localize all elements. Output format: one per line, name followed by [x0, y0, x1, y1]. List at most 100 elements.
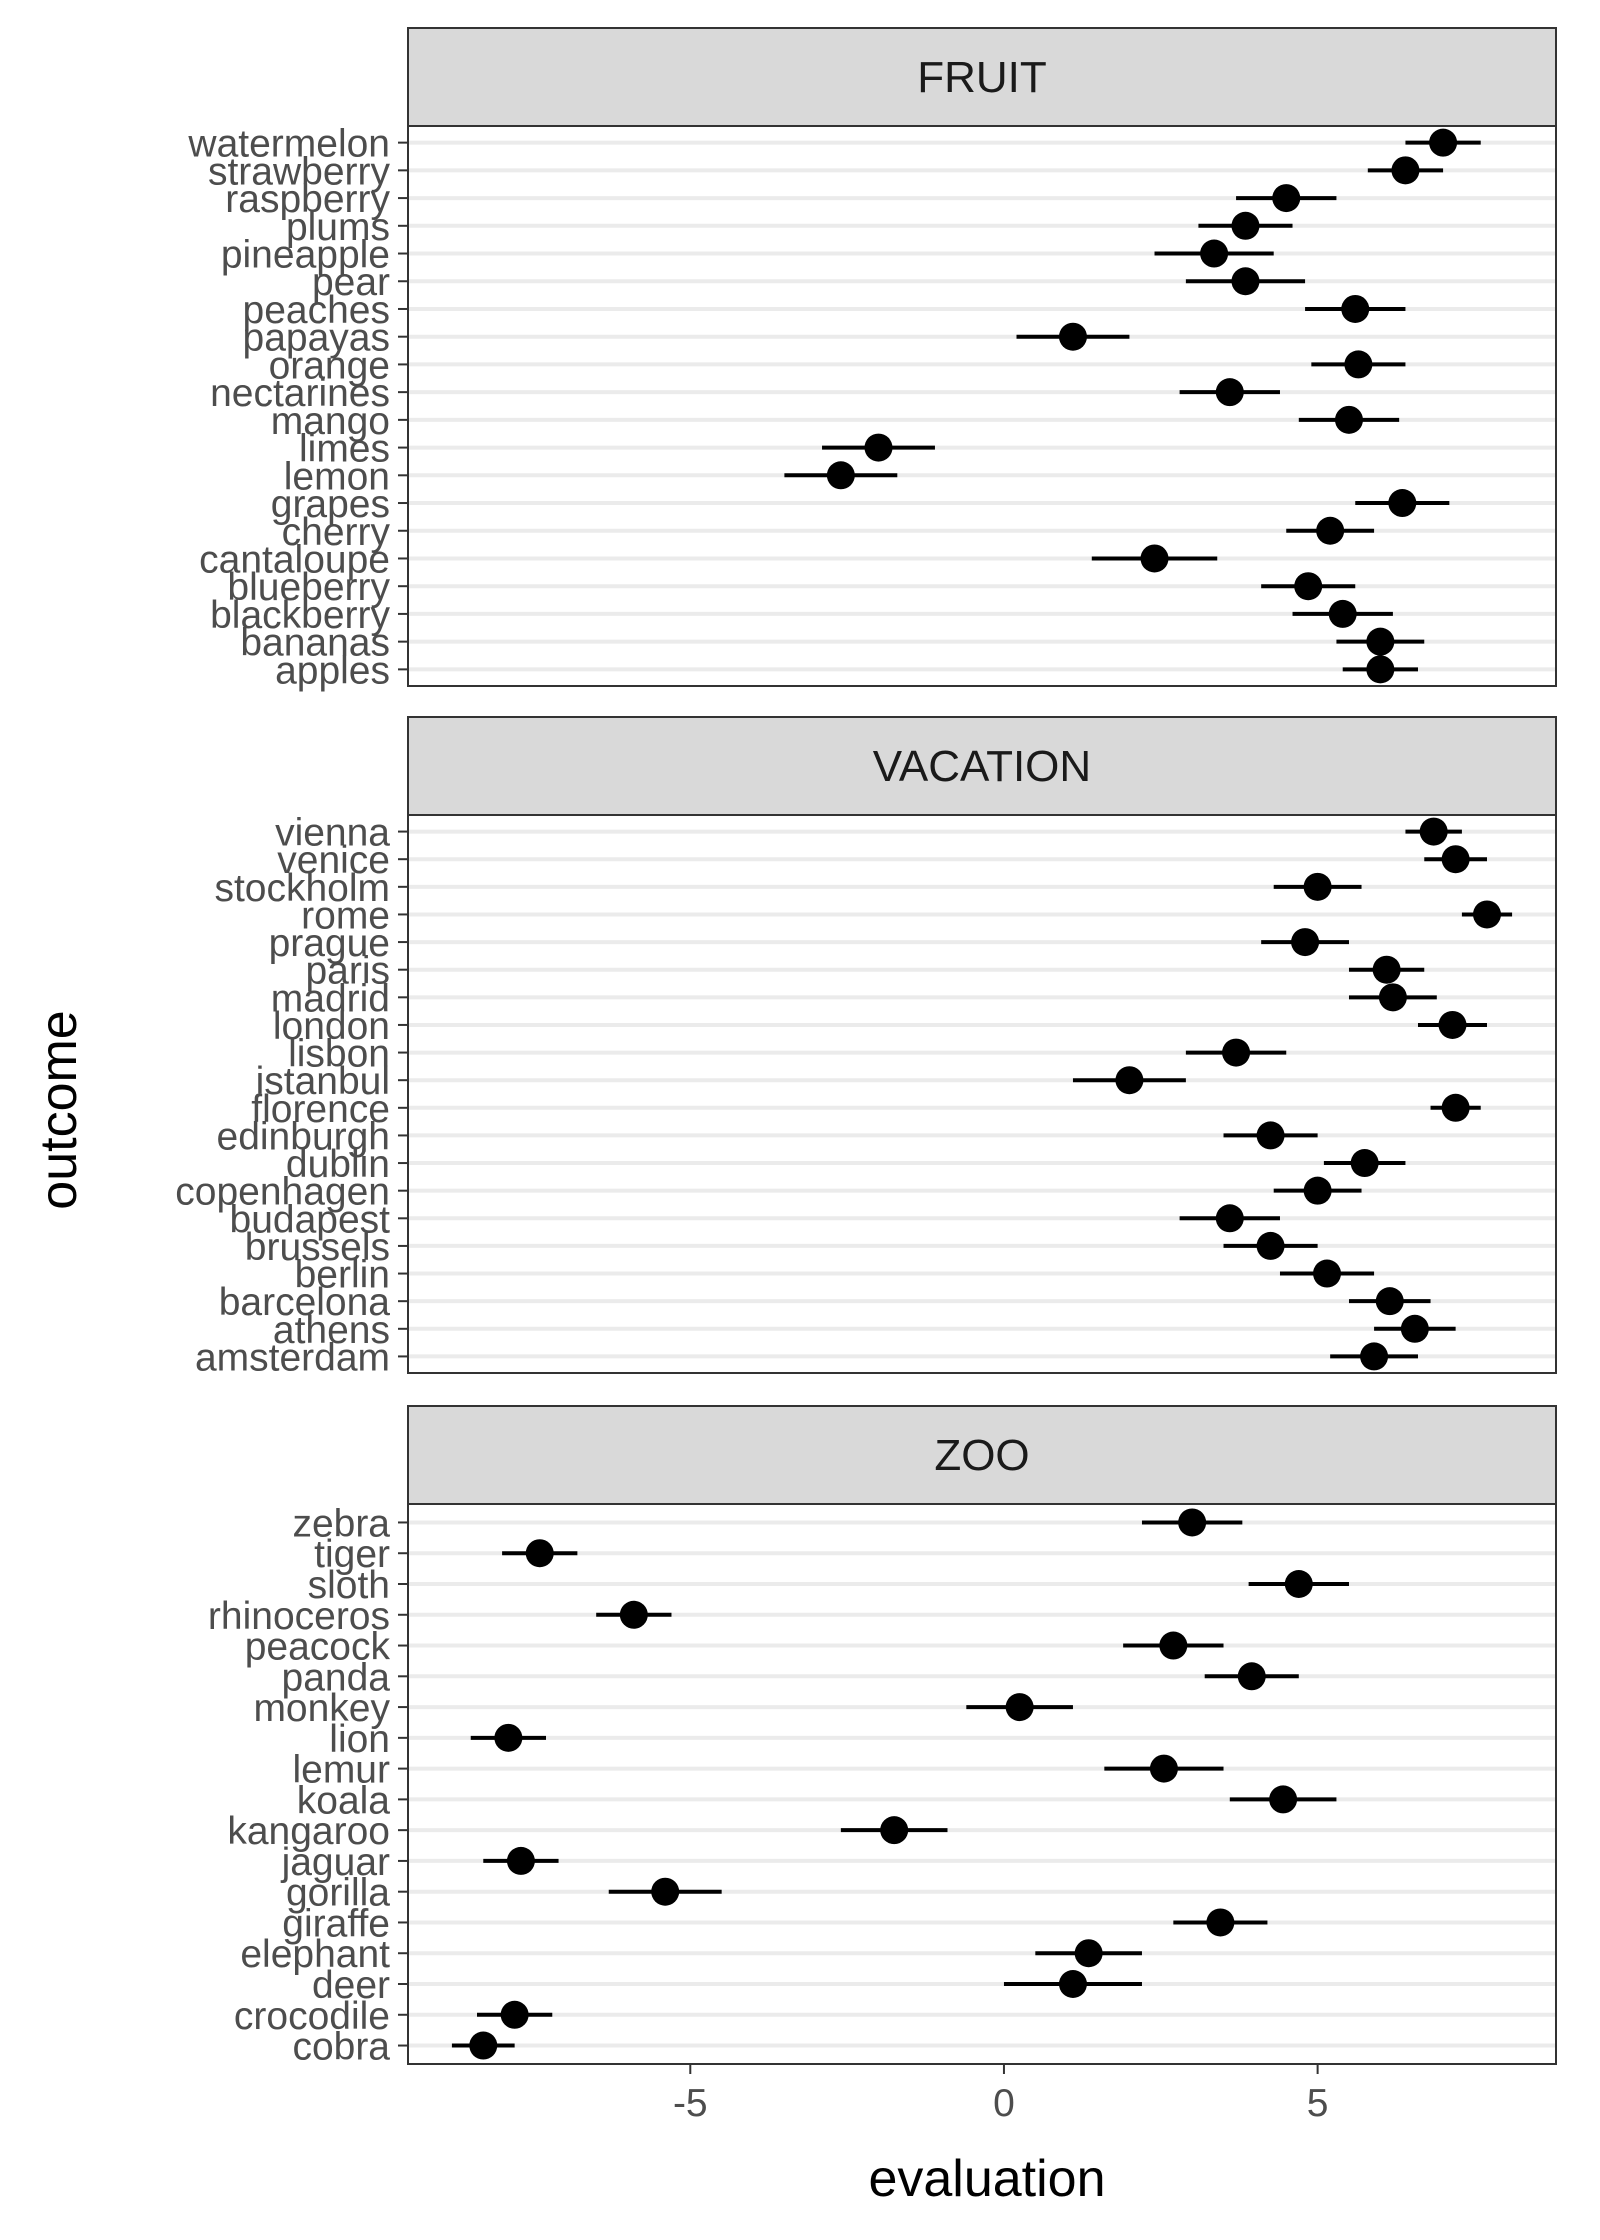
y-tick-label: mango — [271, 400, 390, 443]
plot-background — [408, 126, 1556, 686]
plot-background — [408, 1504, 1556, 2064]
y-tick-label: strawberry — [208, 150, 391, 193]
x-tick-label: 0 — [993, 2082, 1015, 2125]
facet-strip — [407, 1405, 1557, 1505]
y-tick-label: edinburgh — [217, 1115, 390, 1158]
data-point — [1074, 1939, 1103, 1968]
y-tick-label: london — [273, 1005, 390, 1048]
data-point — [1303, 1176, 1332, 1205]
y-tick-label: brussels — [245, 1226, 390, 1269]
data-point — [1372, 955, 1401, 984]
x-tick-label: 5 — [1307, 2082, 1329, 2125]
y-tick-label: florence — [251, 1088, 390, 1131]
y-tick-label: peacock — [245, 1626, 391, 1669]
data-point — [1159, 1631, 1188, 1660]
data-point — [1313, 1259, 1342, 1288]
y-tick-label: vienna — [275, 812, 390, 855]
data-point — [1400, 1314, 1429, 1343]
facet-strip-label: FRUIT — [917, 53, 1047, 102]
data-point — [1341, 294, 1370, 323]
data-point — [1140, 544, 1169, 573]
y-tick-label: dublin — [286, 1143, 390, 1186]
y-tick-label: kangaroo — [227, 1810, 390, 1853]
data-point — [1215, 1204, 1244, 1233]
y-tick-label: deer — [312, 1964, 390, 2007]
panel-border — [407, 1503, 1557, 2065]
data-point — [1237, 1662, 1266, 1691]
y-tick-label: lemon — [284, 455, 390, 498]
data-point — [500, 2000, 529, 2029]
y-tick-label: prague — [269, 922, 390, 965]
y-tick-label: orange — [269, 344, 390, 387]
data-point — [1419, 817, 1448, 846]
data-point — [1200, 239, 1229, 268]
y-tick-label: sloth — [308, 1564, 390, 1607]
y-tick-label: rome — [301, 894, 390, 937]
data-point — [525, 1539, 554, 1568]
y-tick-label: cherry — [282, 511, 391, 554]
data-point — [1303, 872, 1332, 901]
data-point — [1115, 1066, 1144, 1095]
data-point — [1222, 1038, 1251, 1067]
y-tick-label: budapest — [230, 1198, 391, 1241]
data-point — [1256, 1231, 1285, 1260]
facet-zoo: ZOO zebratigerslothrhinocerospeacockpanda… — [208, 1405, 1557, 2069]
data-point — [1378, 983, 1407, 1012]
y-tick-label: plums — [286, 206, 390, 249]
y-tick-label: madrid — [271, 977, 390, 1020]
y-tick-label: crocodile — [234, 1995, 390, 2038]
data-point — [1149, 1754, 1178, 1783]
data-point — [1206, 1908, 1235, 1937]
data-point — [1272, 184, 1301, 213]
y-tick-label: zebra — [292, 1502, 390, 1545]
y-tick-label: barcelona — [219, 1281, 391, 1324]
data-point — [1291, 928, 1320, 957]
data-point — [1429, 128, 1458, 157]
y-tick-label: panda — [282, 1656, 391, 1699]
y-tick-label: jaguar — [281, 1841, 390, 1884]
data-point — [1388, 489, 1417, 518]
x-axis-title: evaluation — [868, 2150, 1105, 2208]
data-point — [1269, 1785, 1298, 1814]
y-tick-label: athens — [273, 1309, 390, 1352]
data-point — [864, 433, 893, 462]
panel-border — [407, 125, 1557, 687]
data-point — [1256, 1121, 1285, 1150]
y-tick-label: nectarines — [210, 372, 390, 415]
data-point — [1005, 1693, 1034, 1722]
y-tick-label: limes — [299, 428, 390, 471]
y-tick-label: bananas — [240, 622, 390, 665]
y-tick-label: blackberry — [210, 594, 390, 637]
y-tick-label: stockholm — [214, 867, 390, 910]
data-point — [1366, 627, 1395, 656]
data-point — [1294, 572, 1323, 601]
y-tick-label: apples — [275, 649, 390, 692]
y-tick-label: pear — [312, 261, 390, 304]
facet-strip-label: ZOO — [934, 1431, 1029, 1480]
data-point — [469, 2031, 498, 2060]
y-axis-title: outcome — [30, 1010, 88, 1209]
y-tick-label: raspberry — [225, 178, 390, 221]
y-tick-label: paris — [305, 950, 390, 993]
y-tick-label: monkey — [253, 1687, 390, 1730]
facet-strip — [407, 27, 1557, 127]
data-point — [494, 1723, 523, 1752]
data-point — [1231, 211, 1260, 240]
data-point — [1350, 1149, 1379, 1178]
facet-strip — [407, 716, 1557, 816]
y-tick-label: elephant — [240, 1933, 390, 1976]
y-tick-label: rhinoceros — [208, 1595, 390, 1638]
data-point — [506, 1846, 535, 1875]
x-tick-label: -5 — [673, 2082, 708, 2125]
y-tick-label: watermelon — [187, 123, 390, 166]
y-tick-label: berlin — [295, 1254, 390, 1297]
y-tick-label: cobra — [292, 2026, 390, 2069]
data-point — [1334, 405, 1363, 434]
data-point — [1366, 655, 1395, 684]
data-point — [1360, 1342, 1389, 1371]
data-point — [1284, 1570, 1313, 1598]
y-tick-label: tiger — [314, 1533, 390, 1576]
facet-vacation: VACATION viennavenicestockholmromepraguep… — [175, 716, 1557, 1379]
